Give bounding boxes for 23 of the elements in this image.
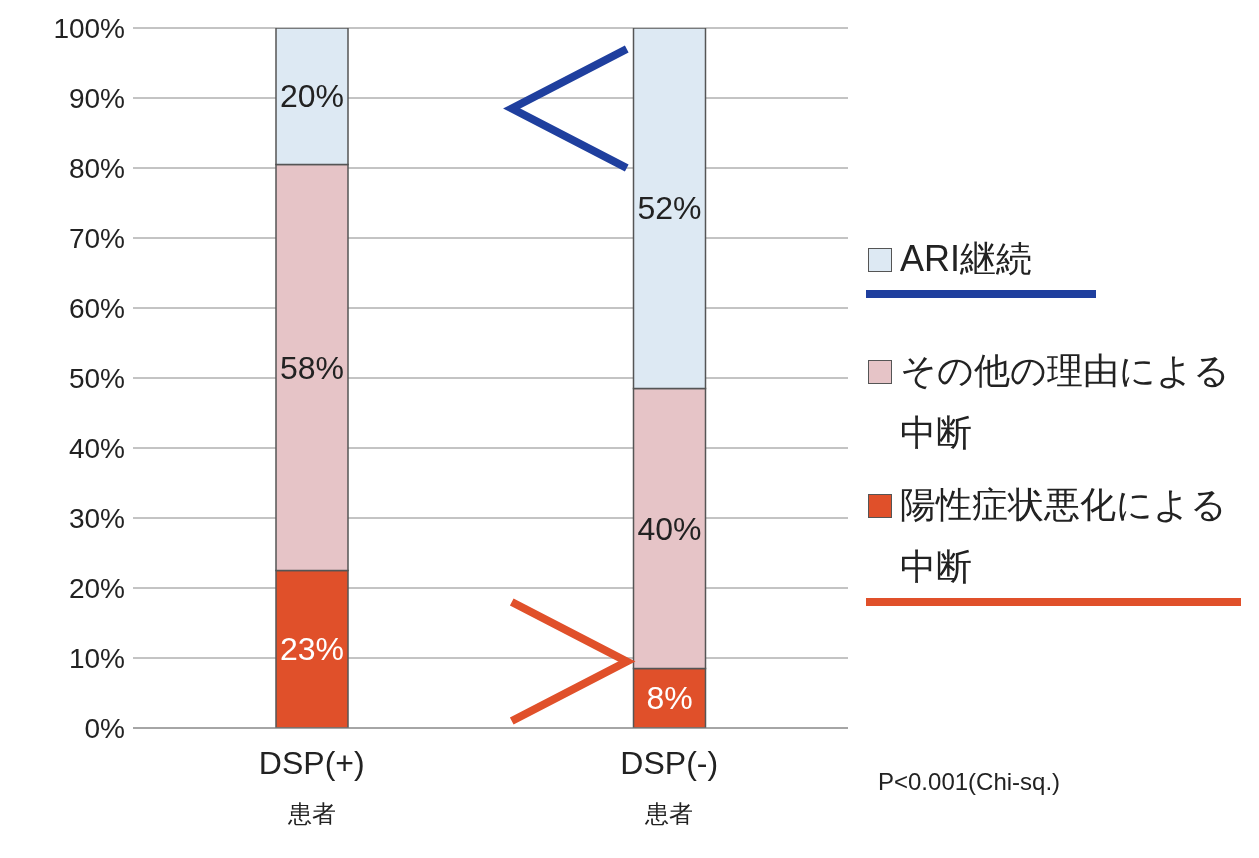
y-tick-label: 10%	[68, 642, 125, 674]
data-label: 40%	[637, 510, 702, 547]
text: P<0.001(Chi-sq.)	[878, 768, 1061, 796]
data-label: 58%	[279, 349, 345, 386]
data-label: 8%	[646, 680, 693, 717]
legend-label: ARI継続	[900, 237, 1033, 281]
y-tick-label: 70%	[68, 222, 125, 254]
data-label: 23%	[279, 631, 345, 668]
y-tick-label: 20%	[68, 572, 125, 604]
y-tick-label: 0%	[84, 712, 125, 744]
data-label: 20%	[279, 78, 345, 115]
y-tick-label: 50%	[68, 362, 125, 394]
x-tick-label: DSP(-) 患者	[620, 745, 719, 827]
data-label: 52%	[637, 190, 702, 227]
y-tick-label: 60%	[68, 292, 125, 324]
y-tick-label: 90%	[68, 82, 125, 114]
y-tick-label: 100%	[53, 12, 125, 44]
y-tick-label: 40%	[68, 432, 125, 464]
legend-label: その他の理由による中断	[900, 349, 1230, 455]
y-tick-label: 80%	[68, 152, 125, 184]
x-tick-label: DSP(+) 患者	[258, 745, 365, 827]
y-tick-label: 30%	[68, 502, 125, 534]
legend-label: 陽性症状悪化による中断	[900, 483, 1228, 589]
